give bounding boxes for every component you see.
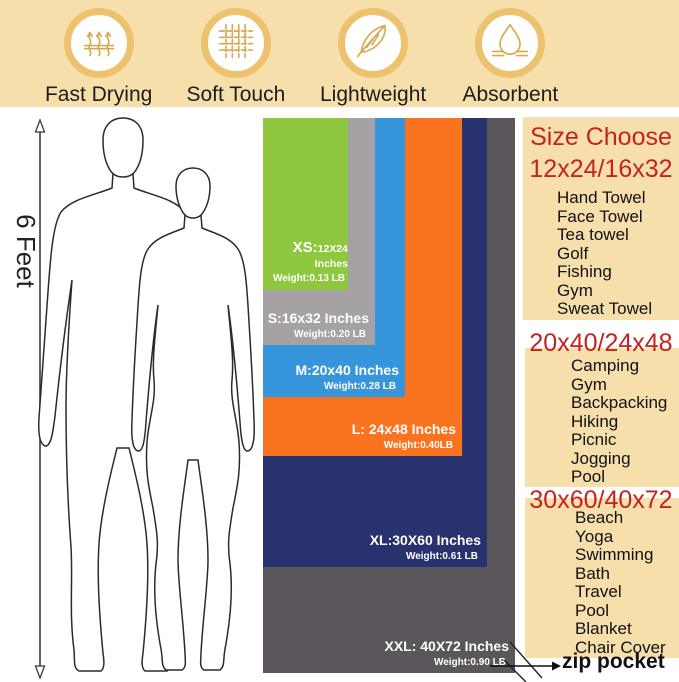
- towel-rect-label: M:20x40 Inches Weight:0.28 LB: [296, 363, 400, 392]
- weight-text: Weight:0.28 LB: [323, 381, 396, 392]
- guide-item: Pool: [571, 467, 606, 486]
- size-dims: 12X24 Inches: [314, 242, 348, 270]
- size-group-header-1: 12x24/16x32: [529, 155, 673, 183]
- size-text: L: 24x48 Inches: [351, 421, 456, 437]
- size-guide-list-2: Camping Gym Backpacking Hiking Picnic Jo…: [525, 348, 679, 487]
- guide-item: Bath: [575, 563, 610, 583]
- guide-item: Beach: [575, 508, 624, 527]
- guide-item: Hand Towel: [557, 188, 646, 207]
- woman-silhouette: [131, 167, 255, 671]
- guide-item: Picnic: [571, 430, 617, 449]
- size-guide-list-1: Hand Towel Face Towel Tea towel Golf Fis…: [523, 188, 679, 319]
- guide-item: Sweat Towel: [557, 299, 653, 318]
- guide-item: Fishing: [557, 262, 612, 281]
- feature-circle: [338, 8, 409, 78]
- feather-icon: [353, 21, 393, 66]
- weave-icon: [216, 21, 256, 66]
- guide-item: Gym: [571, 374, 607, 394]
- size-group-header-3: 30x60/40x72: [529, 486, 673, 514]
- feature-absorbent: Absorbent: [442, 0, 579, 107]
- guide-item: Golf: [557, 243, 589, 263]
- towel-rect-label: S:16x32 Inches Weight:0.20 LB: [268, 311, 369, 340]
- feature-row: Fast Drying Soft Touch: [0, 0, 679, 107]
- guide-item: Face Towel: [557, 206, 643, 226]
- steam-icon: [79, 21, 119, 66]
- towel-rect-label: XL:30X60 Inches Weight:0.61 LB: [370, 533, 481, 562]
- size-guide-block-1: Size Choose 12x24/16x32 Hand Towel Face …: [523, 117, 679, 320]
- feature-lightweight: Lightweight: [305, 0, 442, 107]
- feature-label: Lightweight: [320, 83, 427, 106]
- guide-item: Tea towel: [557, 225, 629, 244]
- guide-item: Camping: [571, 356, 640, 375]
- size-guide-title: Size Choose: [530, 123, 672, 151]
- guide-item: Pool: [575, 600, 610, 620]
- weight-text: Weight:0.20 LB: [293, 329, 366, 340]
- towel-rect-label: XXL: 40X72 Inches Weight:0.90 LB: [384, 639, 509, 668]
- weight-text: Weight:0.13 LB: [272, 273, 345, 284]
- weight-text: Weight:0.40LB: [383, 440, 453, 451]
- size-guide-block-3: Beach Yoga Swimming Bath Travel Pool Bla…: [525, 498, 679, 658]
- zip-pocket-label: zip pocket: [562, 650, 665, 673]
- guide-item: Chair Cover: [575, 637, 666, 657]
- size-text: M:20x40 Inches: [295, 362, 400, 378]
- size-group-header-2: 20x40/24x48: [529, 329, 673, 357]
- feature-circle: [63, 8, 134, 78]
- towel-rect-label: XS:12X24 Inches Weight:0.13 LB: [270, 240, 348, 285]
- guide-item: Backpacking: [571, 393, 668, 412]
- weight-text: Weight:0.61 LB: [405, 551, 478, 562]
- guide-item: Travel: [575, 582, 622, 601]
- feature-label: Absorbent: [462, 83, 559, 106]
- human-silhouettes: [38, 117, 255, 672]
- towel-rect-xs: XS:12X24 Inches Weight:0.13 LB: [263, 118, 348, 290]
- droplet-icon: [490, 21, 530, 66]
- size-text: XL:30X60 Inches: [369, 532, 481, 548]
- guide-item: Jogging: [571, 448, 631, 468]
- zip-pocket-arrow: [490, 641, 561, 682]
- feature-label: Soft Touch: [186, 83, 286, 106]
- guide-item: Yoga: [575, 526, 614, 546]
- guide-item: Swimming: [575, 545, 654, 564]
- size-text: S:16x32 Inches: [267, 310, 369, 326]
- size-text: XXL: 40X72 Inches: [384, 638, 509, 654]
- feature-banner: Fast Drying Soft Touch: [0, 0, 679, 107]
- size-guide-list-3: Beach Yoga Swimming Bath Travel Pool Bla…: [525, 498, 679, 657]
- feature-soft-touch: Soft Touch: [167, 0, 304, 107]
- towel-rect-label: L: 24x48 Inches Weight:0.40LB: [352, 422, 456, 451]
- feature-label: Fast Drying: [44, 83, 153, 106]
- guide-item: Gym: [557, 280, 593, 300]
- guide-item: Blanket: [575, 619, 632, 638]
- feature-circle: [475, 8, 546, 78]
- size-text: XS:12X24 Inches: [270, 240, 348, 270]
- weight-text: Weight:0.90 LB: [433, 657, 506, 668]
- feature-circle: [200, 8, 271, 78]
- guide-item: Hiking: [571, 411, 619, 431]
- feature-fast-drying: Fast Drying: [30, 0, 167, 107]
- size-guide-block-2: Camping Gym Backpacking Hiking Picnic Jo…: [525, 348, 679, 487]
- size-prefix: XS:: [292, 238, 318, 256]
